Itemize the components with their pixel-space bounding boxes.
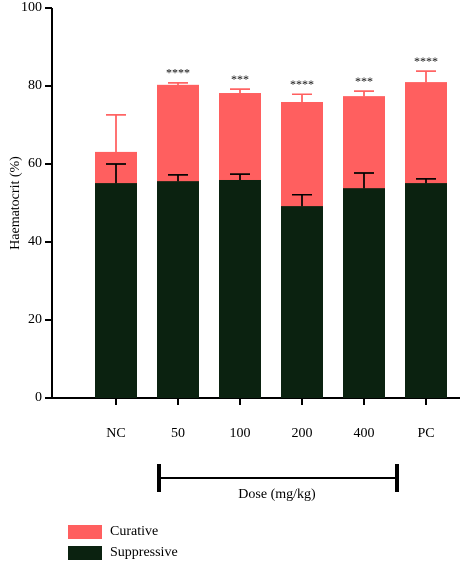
legend-swatch: [68, 546, 102, 560]
bar: [219, 179, 261, 398]
y-tick-label: 0: [35, 390, 42, 405]
significance-label: ****: [290, 77, 314, 91]
bar: [405, 183, 447, 398]
y-tick-label: 40: [28, 234, 42, 249]
bar: [157, 181, 199, 398]
y-tick-label: 20: [28, 312, 42, 327]
bar: [281, 206, 323, 398]
x-tick-label: 200: [292, 426, 313, 441]
legend-label: Curative: [110, 524, 158, 539]
significance-label: ****: [166, 66, 190, 80]
y-tick-label: 60: [28, 156, 42, 171]
x-axis-title: Dose (mg/kg): [238, 487, 316, 502]
x-tick-label: 400: [354, 426, 375, 441]
significance-label: ****: [414, 54, 438, 68]
significance-label: ***: [231, 72, 249, 86]
y-tick-label: 100: [21, 0, 42, 15]
legend-swatch: [68, 525, 102, 539]
legend-label: Suppressive: [110, 545, 178, 560]
x-tick-label: NC: [106, 426, 125, 441]
y-axis-title: Haematocrit (%): [8, 156, 23, 250]
bar: [95, 183, 137, 398]
y-tick-label: 80: [28, 78, 42, 93]
x-tick-label: PC: [417, 426, 434, 441]
x-tick-label: 50: [171, 426, 185, 441]
significance-label: ***: [355, 74, 373, 88]
bar: [343, 188, 385, 398]
x-tick-label: 100: [230, 426, 251, 441]
